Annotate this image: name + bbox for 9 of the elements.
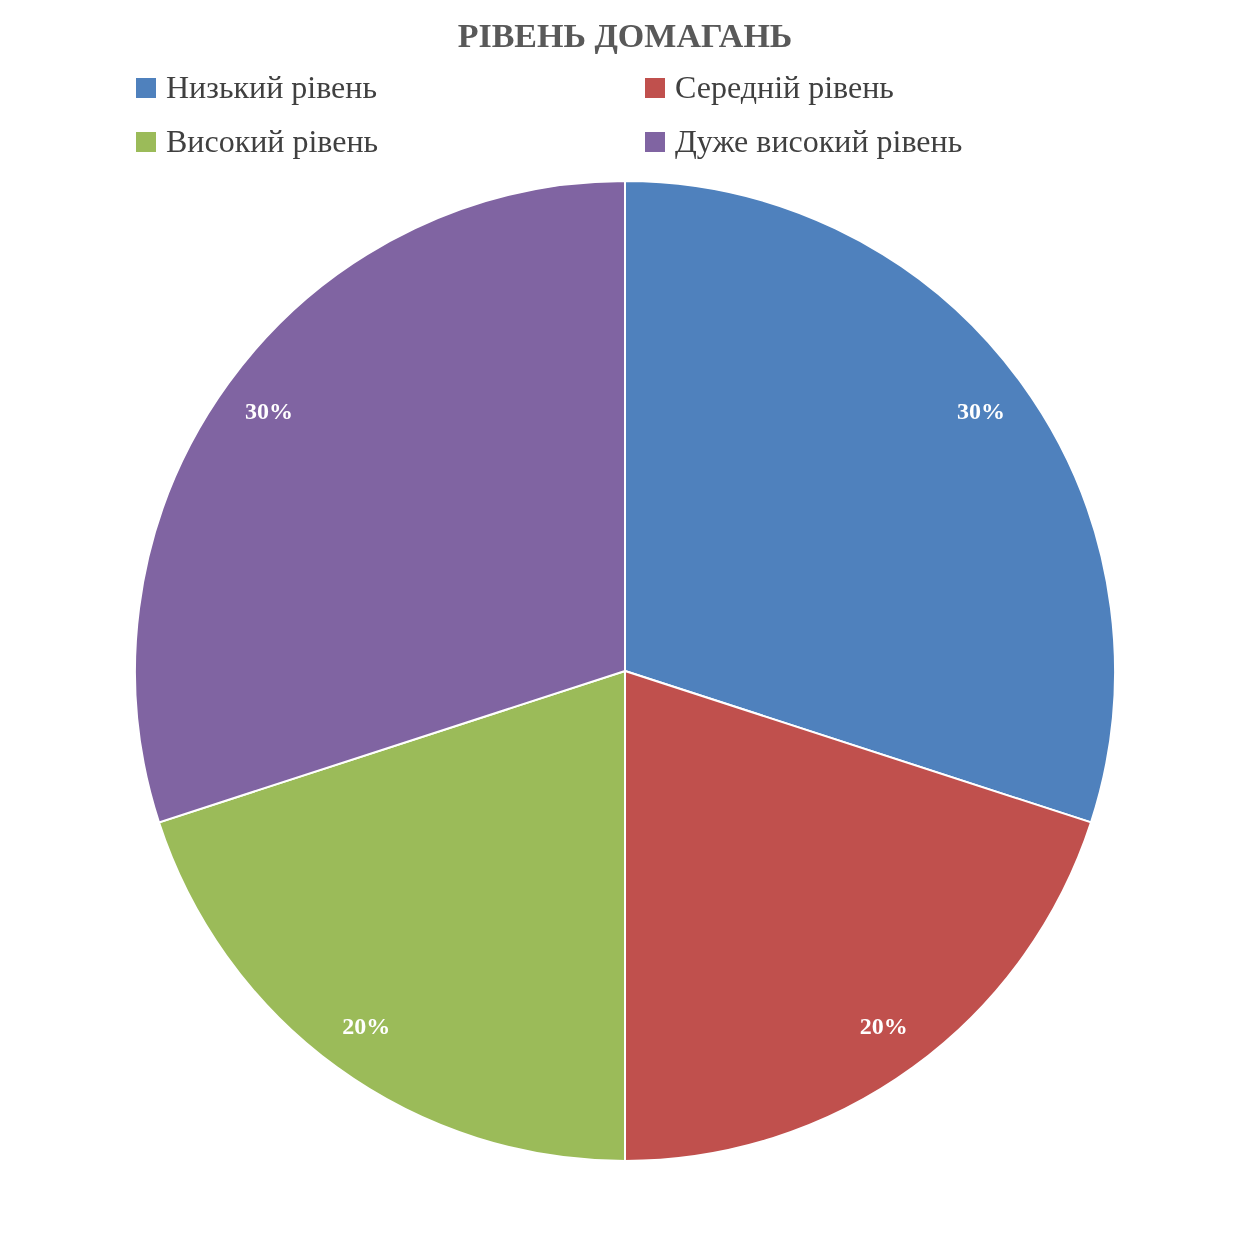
- chart-title: РІВЕНЬ ДОМАГАНЬ: [457, 17, 793, 54]
- legend-label: Середній рівень: [675, 69, 894, 105]
- data-label: 20%: [859, 1012, 908, 1039]
- legend-label: Дуже високий рівень: [675, 123, 963, 159]
- legend-label: Низький рівень: [166, 69, 377, 105]
- data-label: 30%: [245, 398, 294, 425]
- legend-label: Високий рівень: [166, 123, 379, 159]
- data-label: 30%: [956, 398, 1005, 425]
- data-label: 20%: [342, 1012, 391, 1039]
